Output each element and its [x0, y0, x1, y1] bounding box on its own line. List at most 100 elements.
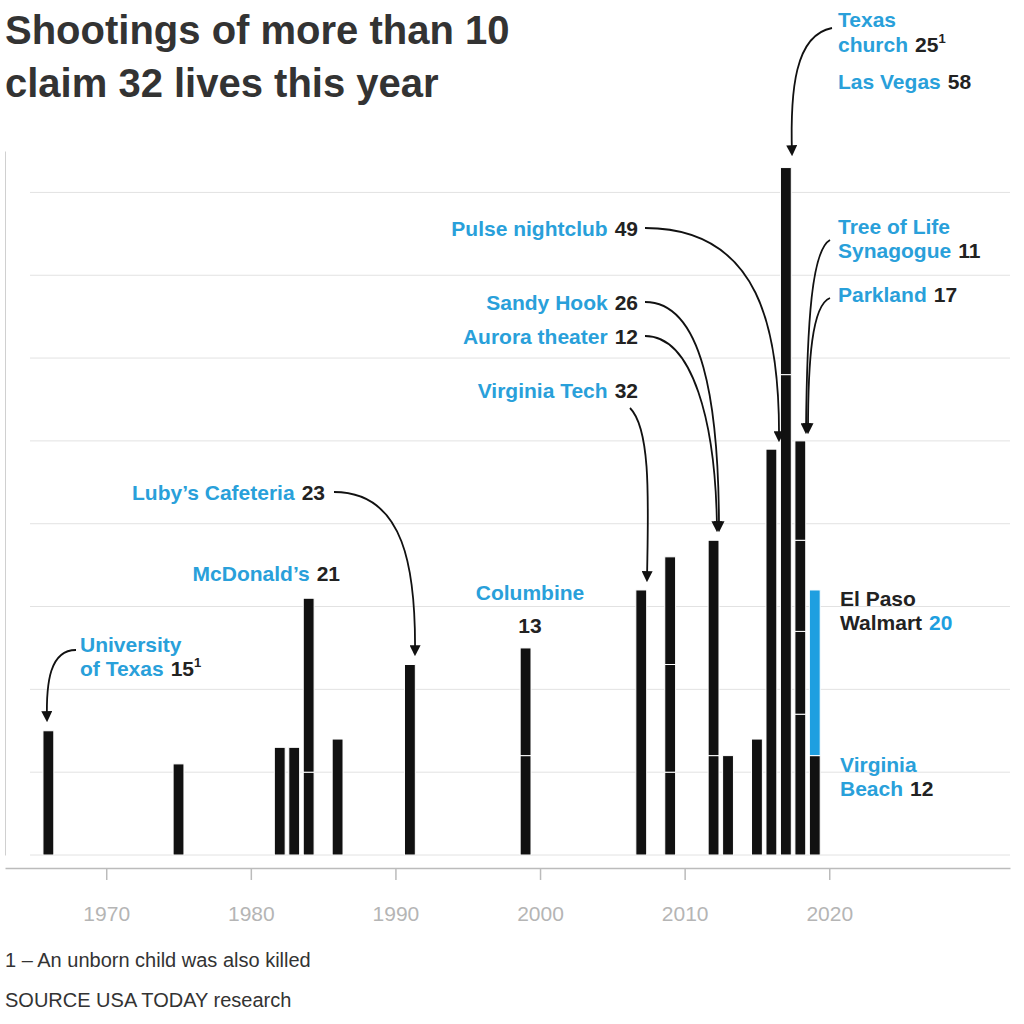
bar-segment — [332, 739, 343, 855]
annotation-note: 1 — [194, 655, 201, 670]
chart-container: Shootings of more than 10claim 32 lives … — [0, 0, 1024, 1024]
x-tick: 2020 — [806, 868, 853, 925]
annotation-name: Luby’s Cafeteria — [132, 481, 295, 504]
bar-segment — [303, 772, 314, 855]
bar-segment — [520, 648, 531, 756]
y-axis-line — [5, 152, 6, 856]
annotation-label: Walmart20 — [840, 611, 952, 634]
x-tick-mark — [106, 868, 108, 880]
x-tick-label: 1980 — [228, 902, 275, 925]
annotation-label: Texas — [838, 8, 896, 31]
annotation-name: church — [838, 33, 908, 56]
annotation-name: of Texas — [80, 657, 164, 680]
bar-segment — [303, 598, 314, 772]
annotation-name: Beach — [840, 777, 903, 800]
annotation-name: Aurora theater — [463, 325, 608, 348]
annotation-name: Columbine — [476, 581, 585, 604]
bar-segment — [665, 772, 676, 855]
annotation-value: 58 — [948, 70, 972, 93]
bar-segment — [795, 540, 806, 631]
bar-segment — [173, 764, 184, 855]
bar-segment — [289, 747, 300, 855]
annotation-arrow — [645, 302, 719, 530]
y-axis — [5, 152, 7, 856]
annotation-value: 17 — [934, 283, 957, 306]
annotation-value: 15 — [171, 657, 195, 680]
x-tick-label: 2000 — [517, 902, 564, 925]
x-tick-label: 2020 — [806, 902, 853, 925]
annotation-value: 21 — [317, 562, 341, 585]
annotation-label: Aurora theater 12 — [463, 325, 638, 348]
bar-segment — [404, 665, 415, 855]
annotation-label: Las Vegas 58 — [838, 70, 971, 93]
annotation-label: of Texas 151 — [80, 655, 201, 680]
grid-line — [30, 275, 1010, 276]
source: SOURCE USA TODAY research — [5, 989, 291, 1011]
annotation-label: Synagogue 11 — [838, 239, 981, 262]
x-tick: 1990 — [373, 868, 420, 925]
annotation-value: 13 — [518, 614, 541, 637]
bar-segment — [809, 590, 820, 756]
chart-svg: Shootings of more than 10claim 32 lives … — [0, 0, 1024, 1024]
annotation-label: McDonald’s 21 — [193, 562, 341, 585]
annotation-name: Tree of Life — [838, 215, 950, 238]
bar-segment — [665, 665, 676, 773]
footnote: 1 – An unborn child was also killed — [5, 949, 311, 971]
annotation-arrow — [806, 240, 830, 432]
x-tick-label: 1990 — [373, 902, 420, 925]
bar-segment — [795, 441, 806, 540]
annotation-value: 12 — [910, 777, 933, 800]
annotation-arrow — [47, 650, 76, 720]
annotation-value: 49 — [615, 217, 638, 240]
bar-segment — [520, 756, 531, 855]
bar-segment — [665, 557, 676, 665]
annotation-name: Pulse nightclub — [451, 217, 607, 240]
annotation-label: Sandy Hook 26 — [486, 291, 638, 314]
annotation-label: Columbine — [476, 581, 585, 604]
title: claim 32 lives this year — [5, 61, 439, 105]
annotation-name: El Paso — [840, 587, 916, 610]
grid-line — [30, 358, 1010, 359]
annotation-value: 25 — [915, 33, 939, 56]
annotation-label: Virginia Tech32 — [478, 379, 638, 402]
bar-segment — [795, 714, 806, 855]
annotation-value: 26 — [615, 291, 638, 314]
annotation-arrow — [808, 298, 830, 432]
annotation-name: McDonald’s — [193, 562, 310, 585]
x-tick-mark — [684, 868, 686, 880]
grid-line — [30, 523, 1010, 524]
annotation-name: University — [80, 633, 182, 656]
bar-segment — [809, 756, 820, 855]
bar-segment — [752, 739, 763, 855]
annotation-value: 11 — [958, 239, 981, 262]
annotation-name: Parkland — [838, 283, 927, 306]
annotation-name: Synagogue — [838, 239, 951, 262]
x-axis-line — [6, 868, 1011, 870]
annotation-name: Walmart — [840, 611, 922, 634]
x-tick-mark — [540, 868, 542, 880]
annotation-label: 13 — [518, 614, 541, 637]
annotation-name: Texas — [838, 8, 896, 31]
bar-segment — [723, 756, 734, 855]
grid-line — [30, 192, 1010, 193]
grid-line — [30, 440, 1010, 441]
x-tick-mark — [395, 868, 397, 880]
annotation-name: Las Vegas — [838, 70, 941, 93]
bar-segment — [708, 756, 719, 855]
bar-segment — [43, 731, 54, 855]
x-tick-mark — [251, 868, 253, 880]
annotation-label: Tree of Life — [838, 215, 950, 238]
annotation-value: 12 — [615, 325, 638, 348]
annotation-arrow — [645, 336, 717, 530]
annotation-name: Sandy Hook — [486, 291, 608, 314]
annotation-name: Virginia — [840, 753, 917, 776]
annotation-arrow — [334, 492, 415, 654]
annotation-label: Beach 12 — [840, 777, 933, 800]
x-tick-label: 2010 — [662, 902, 709, 925]
bars — [43, 168, 820, 855]
bar-segment — [780, 375, 791, 855]
annotation-label: El Paso — [840, 587, 916, 610]
annotation-arrow — [645, 228, 779, 440]
bar-segment — [708, 540, 719, 755]
annotation-label: Pulse nightclub 49 — [451, 217, 638, 240]
